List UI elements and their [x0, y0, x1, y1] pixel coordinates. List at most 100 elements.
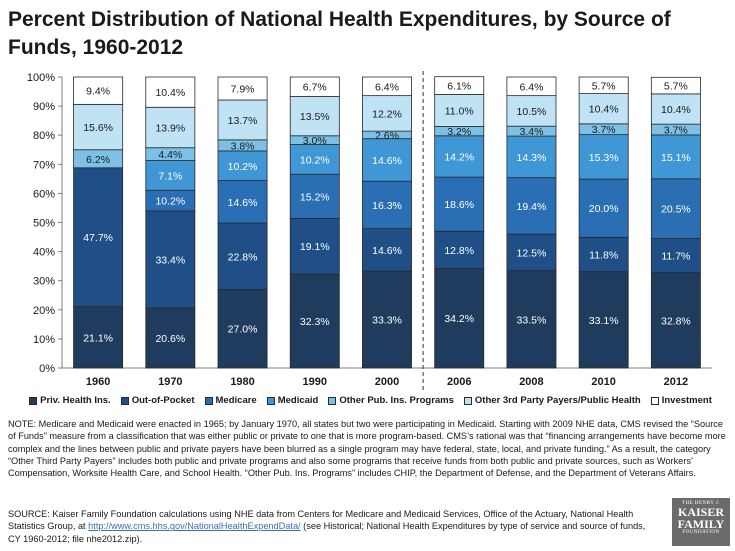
- data-label: 32.8%: [661, 315, 691, 327]
- logo-line1: THE HENRY J.: [681, 501, 721, 506]
- legend-swatch: [204, 396, 213, 405]
- chart-title: Percent Distribution of National Health …: [8, 8, 671, 59]
- data-label: 6.4%: [519, 81, 543, 93]
- data-label: 16.3%: [372, 200, 402, 212]
- data-label: 13.9%: [155, 122, 185, 134]
- legend-item: Medicare: [204, 395, 257, 406]
- data-label: 33.4%: [155, 254, 185, 266]
- legend-item: Other Pub. Ins. Programs: [328, 395, 454, 406]
- data-label: 19.1%: [300, 241, 330, 253]
- y-tick-label: 40%: [33, 247, 55, 259]
- data-label: 11.0%: [445, 105, 474, 117]
- bar-segment: [650, 178, 701, 239]
- data-label: 5.7%: [592, 80, 616, 92]
- data-label: 13.5%: [300, 111, 330, 123]
- data-label: 10.4%: [661, 104, 691, 116]
- bar-segment: [362, 270, 412, 369]
- bar-segment: [434, 230, 485, 269]
- y-tick-label: 70%: [33, 159, 55, 171]
- bar-segment: [578, 178, 629, 238]
- data-label: 10.4%: [589, 104, 619, 116]
- data-label: 21.1%: [83, 332, 113, 344]
- bar-segment: [145, 76, 196, 108]
- x-tick-label: 1990: [303, 376, 327, 388]
- bar-segment: [578, 93, 629, 125]
- bar-segment: [362, 228, 412, 272]
- bar-segment: [73, 76, 124, 105]
- bar-segment: [650, 134, 701, 180]
- data-label: 14.3%: [517, 152, 547, 164]
- data-label: 10.4%: [155, 87, 185, 99]
- x-tick-label: 2012: [664, 376, 688, 388]
- data-label: 15.3%: [589, 152, 619, 164]
- legend-label: Other 3rd Party Payers/Public Health: [474, 395, 641, 406]
- data-label: 20.0%: [589, 203, 619, 215]
- kff-logo: THE HENRY J. KAISER FAMILY FOUNDATION: [672, 498, 730, 546]
- bar-segment: [434, 76, 485, 95]
- stacked-bar-chart: 0% 10% 20% 30% 40% 50% 60% 70% 80% 90% 100% 21.1% 47…: [27, 71, 712, 390]
- legend-swatch: [463, 396, 472, 405]
- x-tick-label: 2008: [519, 376, 543, 388]
- chart-legend: Priv. Health Ins. Out-of-Pocket Medicare Me…: [8, 395, 733, 406]
- source-text: SOURCE: Kaiser Family Foundation calcula…: [8, 508, 648, 545]
- data-label: 33.3%: [372, 315, 402, 327]
- bar-segment: [362, 76, 412, 97]
- x-tick-label: 2010: [591, 376, 615, 388]
- data-label: 5.7%: [664, 81, 688, 93]
- legend-label: Out-of-Pocket: [131, 395, 195, 406]
- data-label: 4.4%: [158, 149, 182, 161]
- data-label: 10.2%: [228, 161, 258, 173]
- bar-segment: [650, 76, 701, 95]
- data-label: 33.1%: [589, 315, 619, 327]
- legend-item: Medicaid: [266, 395, 318, 406]
- data-label: 33.5%: [517, 314, 547, 326]
- bar-segment: [362, 95, 412, 132]
- legend-label: Medicare: [215, 395, 257, 406]
- bar-segment: [650, 272, 701, 369]
- bar-segment: [289, 273, 340, 369]
- bar-segment: [578, 76, 629, 94]
- data-label: 12.8%: [444, 245, 474, 257]
- data-label: 15.6%: [83, 122, 113, 134]
- bar-segment: [289, 218, 340, 275]
- logo-line4: FOUNDATION: [682, 530, 720, 535]
- data-label: 34.2%: [444, 313, 474, 325]
- data-label: 14.6%: [228, 197, 258, 209]
- data-label: 7.1%: [158, 170, 182, 182]
- data-label: 10.2%: [155, 196, 185, 208]
- legend-swatch: [650, 396, 659, 405]
- bar-segment: [506, 76, 557, 97]
- data-label: 3.2%: [447, 126, 471, 138]
- legend-swatch: [120, 396, 129, 405]
- bar-segment: [434, 176, 485, 232]
- legend-label: Investment: [661, 395, 712, 406]
- data-label: 20.6%: [155, 333, 185, 345]
- legend-swatch: [328, 396, 337, 405]
- logo-line3: FAMILY: [677, 517, 725, 531]
- data-label: 18.6%: [444, 199, 474, 211]
- data-label: 10.2%: [300, 154, 330, 166]
- data-label: 3.7%: [664, 125, 688, 137]
- data-label: 47.7%: [83, 232, 113, 244]
- source-link[interactable]: http://www.cms.hhs.gov/NationalHealthExp…: [88, 521, 301, 532]
- data-label: 14.6%: [372, 155, 402, 167]
- data-label: 15.2%: [300, 191, 330, 203]
- data-label: 2.6%: [375, 130, 399, 142]
- legend-item: Other 3rd Party Payers/Public Health: [463, 395, 641, 406]
- data-label: 14.2%: [444, 151, 474, 163]
- bar-segment: [217, 150, 268, 181]
- legend-label: Other Pub. Ins. Programs: [339, 395, 454, 406]
- data-label: 11.7%: [661, 251, 690, 263]
- y-tick-label: 90%: [33, 101, 55, 113]
- data-label: 15.1%: [661, 152, 691, 164]
- y-tick-label: 0%: [39, 363, 55, 375]
- y-tick-label: 30%: [33, 276, 55, 288]
- data-label: 6.2%: [86, 154, 110, 166]
- bar-segment: [650, 238, 701, 273]
- y-tick-label: 100%: [27, 72, 55, 84]
- bar-segment: [578, 134, 629, 180]
- data-label: 3.8%: [231, 140, 255, 152]
- source-suffix: (see Historical; National Health Expendi…: [8, 521, 646, 544]
- legend-item: Out-of-Pocket: [120, 395, 195, 406]
- data-label: 11.8%: [589, 250, 618, 262]
